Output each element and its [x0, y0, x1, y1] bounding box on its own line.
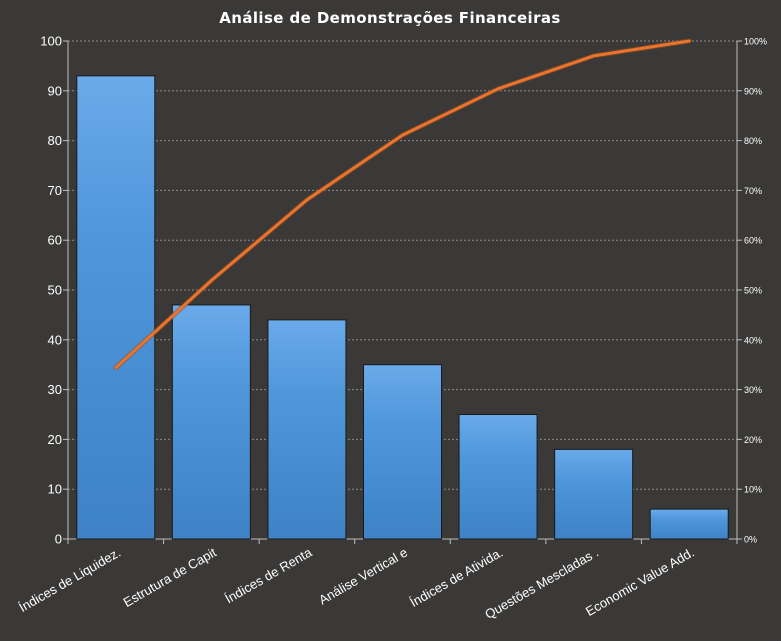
left-tick-label: 80: [48, 133, 62, 148]
category-label: Índices de Renta: [222, 544, 315, 606]
left-tick-label: 70: [48, 183, 62, 198]
right-tick-label: 80%: [744, 136, 762, 146]
chart-title: Análise de Demonstrações Financeiras: [219, 9, 560, 27]
left-axis-ticks: 0 10 20 30 40 50 60 70 80 90 100: [40, 34, 62, 547]
left-tick-label: 20: [48, 432, 62, 447]
category-label: Estrutura de Capit: [121, 544, 220, 610]
right-tick-label: 20%: [744, 435, 762, 445]
right-tick-label: 10%: [744, 485, 762, 495]
left-tick-label: 90: [48, 83, 62, 98]
right-tick-label: 0%: [744, 535, 757, 545]
cumulative-line: [113, 38, 692, 371]
right-axis-ticks: 0% 10% 20% 30% 40% 50% 60% 70% 80% 90% 100%: [744, 37, 767, 545]
left-tick-label: 40: [48, 332, 62, 347]
left-tick-label: 60: [48, 233, 62, 248]
category-label: Índices de Ativida.: [407, 545, 505, 610]
bar: [267, 319, 347, 540]
bar: [76, 75, 156, 540]
left-tick-label: 30: [48, 382, 62, 397]
cumulative-percent-line: [114, 39, 691, 370]
bar: [458, 414, 538, 540]
right-tick-label: 30%: [744, 385, 762, 395]
right-tick-label: 50%: [744, 286, 762, 296]
left-tick-label: 50: [48, 283, 62, 298]
left-tick-label: 0: [55, 532, 62, 547]
category-label: Índices de Liquidez.: [16, 545, 123, 615]
bar: [554, 448, 634, 540]
bar: [649, 508, 729, 540]
right-tick-label: 60%: [744, 236, 762, 246]
left-tick-label: 100: [40, 34, 62, 49]
right-tick-label: 90%: [744, 86, 762, 96]
category-labels: Índices de Liquidez.Estrutura de Capit Ín…: [16, 544, 696, 622]
bar: [171, 304, 251, 540]
right-tick-label: 40%: [744, 335, 762, 345]
left-tick-label: 10: [48, 482, 62, 497]
right-tick-label: 100%: [744, 37, 767, 47]
right-tick-label: 70%: [744, 186, 762, 196]
bars: [76, 75, 729, 540]
category-label: Análise Vertical e: [316, 545, 410, 608]
bar: [363, 364, 442, 540]
